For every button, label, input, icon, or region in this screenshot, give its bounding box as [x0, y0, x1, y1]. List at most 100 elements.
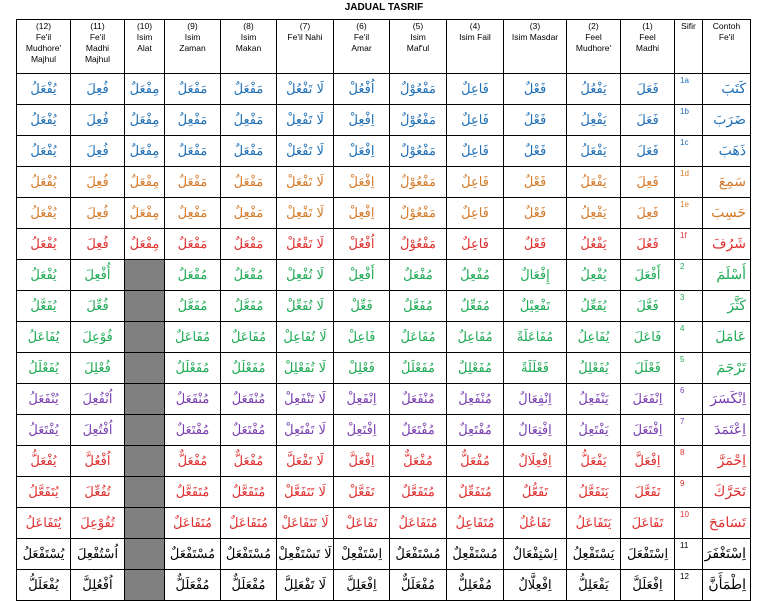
table-cell: مُفَعْلَلٌ	[389, 352, 447, 384]
column-header: Contoh Fe'il	[702, 19, 751, 74]
table-cell: مِفْعَلٌ	[124, 73, 165, 105]
table-row: يُفْعَلُ فُعِلَ مِفْعَلٌ مَفْعَلٌ مَفْعَلٌ لَ…	[16, 166, 751, 198]
column-header: (9) Isim Zaman	[164, 19, 221, 74]
column-header-line: Fe'il	[35, 32, 52, 42]
table-cell: مَفْعَلٌ	[220, 135, 277, 167]
table-cell: فَاعِلٌ	[446, 197, 504, 229]
table-cell: مُتَفَاعَلٌ	[220, 507, 277, 539]
table-cell: مُفَاعَلٌ	[164, 321, 221, 353]
table-cell: فَعْلِلْ	[333, 352, 390, 384]
column-header-line: (8)	[243, 21, 254, 31]
table-cell: يُفْعَلُ	[16, 104, 71, 136]
table-cell: يُفْعَلُ	[16, 135, 71, 167]
table-cell: تَفَعَّلْ	[333, 476, 390, 508]
column-header-line: Isim	[136, 32, 153, 42]
table-cell: فَاعِلٌ	[446, 166, 504, 198]
table-cell: يُفْعَلَلُّ	[16, 569, 71, 601]
sifir-cell: 1c	[674, 135, 703, 167]
table-cell: مَفْعِلٌ	[220, 197, 277, 229]
column-header-line: (4)	[469, 21, 481, 31]
sifir-cell: 3	[674, 290, 703, 322]
table-row: يُفْتَعَلُ اُفْتُعِلَ مُفْتَعَلٌ مُفْتَعَلٌ…	[16, 414, 751, 446]
shaded-cell	[124, 259, 165, 291]
table-cell: فُعِلَ	[70, 73, 125, 105]
table-cell: مُتَفَعَّلٌ	[164, 476, 221, 508]
column-header-line: (6)	[356, 21, 367, 31]
table-cell: مُتَفَعَّلٌ	[389, 476, 447, 508]
column-header-line: (11)	[90, 21, 105, 31]
table-cell: لَا تَفْعَلِلَّ	[276, 569, 334, 601]
table-cell: مَفْعَلٌ	[164, 135, 221, 167]
contoh-cell: حَسِبَ	[702, 197, 751, 229]
sifir-cell: 5	[674, 352, 703, 384]
table-cell: لَا تَفْعَلَّ	[276, 445, 334, 477]
table-cell: اِسْتَفْعَلَ	[620, 538, 675, 570]
sifir-cell: 1f	[674, 228, 703, 260]
table-cell: يُفَاعَلُ	[16, 321, 71, 353]
table-cell: يُفْعَلُّ	[16, 445, 71, 477]
table-cell: يُتَفَعَّلُ	[16, 476, 71, 508]
table-cell: فُعِّلَ	[70, 290, 125, 322]
page-title: JADUAL TASRIF	[344, 2, 424, 13]
contoh-cell: كَثَّرَ	[702, 290, 751, 322]
table-cell: فُعِلَ	[70, 228, 125, 260]
table-cell: مُتَفَعِّلٌ	[446, 476, 504, 508]
table-cell: يَتَفَاعَلُ	[566, 507, 621, 539]
table-cell: مُفْعَلَلٌّ	[164, 569, 221, 601]
table-cell: مِفْعَلٌ	[124, 104, 165, 136]
table-cell: يَفْعِلُ	[566, 104, 621, 136]
table-cell: اُفْعُلْ	[333, 73, 390, 105]
table-cell: مُفْعَلٌ	[220, 259, 277, 291]
table-cell: مُفْعَلٌّ	[220, 445, 277, 477]
table-cell: مُسْتَفْعِلٌ	[446, 538, 504, 570]
table-cell: مُنْفَعَلٌ	[220, 383, 277, 415]
sifir-cell: 9	[674, 476, 703, 508]
table-cell: لَا تَفْعُلْ	[276, 228, 334, 260]
table-cell: فَعْلٌ	[503, 197, 567, 229]
table-cell: مُفْتَعَلٌ	[389, 414, 447, 446]
table-cell: مِفْعَلٌ	[124, 228, 165, 260]
table-cell: مَفْعِلٌ	[164, 104, 221, 136]
table-cell: مَفْعَلٌ	[164, 166, 221, 198]
table-cell: يُفْعِلُ	[566, 259, 621, 291]
sifir-cell: 2	[674, 259, 703, 291]
column-header-line: Contoh	[712, 21, 741, 31]
table-cell: اِفْعَلِلَّ	[333, 569, 390, 601]
shaded-cell	[124, 414, 165, 446]
shaded-cell	[124, 383, 165, 415]
table-cell: يَفْعِلُ	[566, 197, 621, 229]
table-row: يُفْعَلُ فُعِلَ مِفْعَلٌ مَفْعَلٌ مَفْعَلٌ لَ…	[16, 73, 751, 105]
table-cell: مَفْعِلٌ	[220, 104, 277, 136]
table-cell: لَا تَفْعِلْ	[276, 197, 334, 229]
column-header-line: Isim Fail	[459, 32, 491, 42]
table-cell: مَفْعُوْلٌ	[389, 228, 447, 260]
column-header: (3) Isim Masdar	[503, 19, 567, 74]
table-cell: مَفْعَلٌ	[220, 166, 277, 198]
table-cell: تَفَعَّلَ	[620, 476, 675, 508]
table-cell: مُفْعَلٌّ	[164, 445, 221, 477]
table-cell: فَاعِلْ	[333, 321, 390, 353]
contoh-cell: سَمِعَ	[702, 166, 751, 198]
contoh-cell: ضَرَبَ	[702, 104, 751, 136]
table-cell: يُفْعَلُ	[16, 228, 71, 260]
shaded-cell	[124, 352, 165, 384]
table-cell: فَاعَلَ	[620, 321, 675, 353]
column-header: Sifir	[674, 19, 703, 74]
table-cell: أُفْعِلَ	[70, 259, 125, 291]
table-cell: مِفْعَلٌ	[124, 166, 165, 198]
column-header-line: (12)	[35, 21, 52, 31]
table-cell: فَعِّلْ	[333, 290, 390, 322]
table-cell: اُفْعُلِلَّ	[70, 569, 125, 601]
table-cell: مُفَعْلَلٌ	[220, 352, 277, 384]
column-header: (4) Isim Fail	[446, 19, 504, 74]
contoh-cell: اِنْكَسَرَ	[702, 383, 751, 415]
table-cell: مُسْتَفْعَلٌ	[164, 538, 221, 570]
table-cell: اُسْتُفْعِلَ	[70, 538, 125, 570]
table-cell: فُعِلَ	[70, 135, 125, 167]
table-cell: فَعِلَ	[620, 197, 675, 229]
table-cell: لَا تَفْعَلْ	[276, 166, 334, 198]
table-cell: فَعَّلَ	[620, 290, 675, 322]
table-cell: يُفَعْلِلُ	[566, 352, 621, 384]
table-cell: فُعْلِلَ	[70, 352, 125, 384]
table-cell: اِفْعِلَالٌ	[503, 445, 567, 477]
